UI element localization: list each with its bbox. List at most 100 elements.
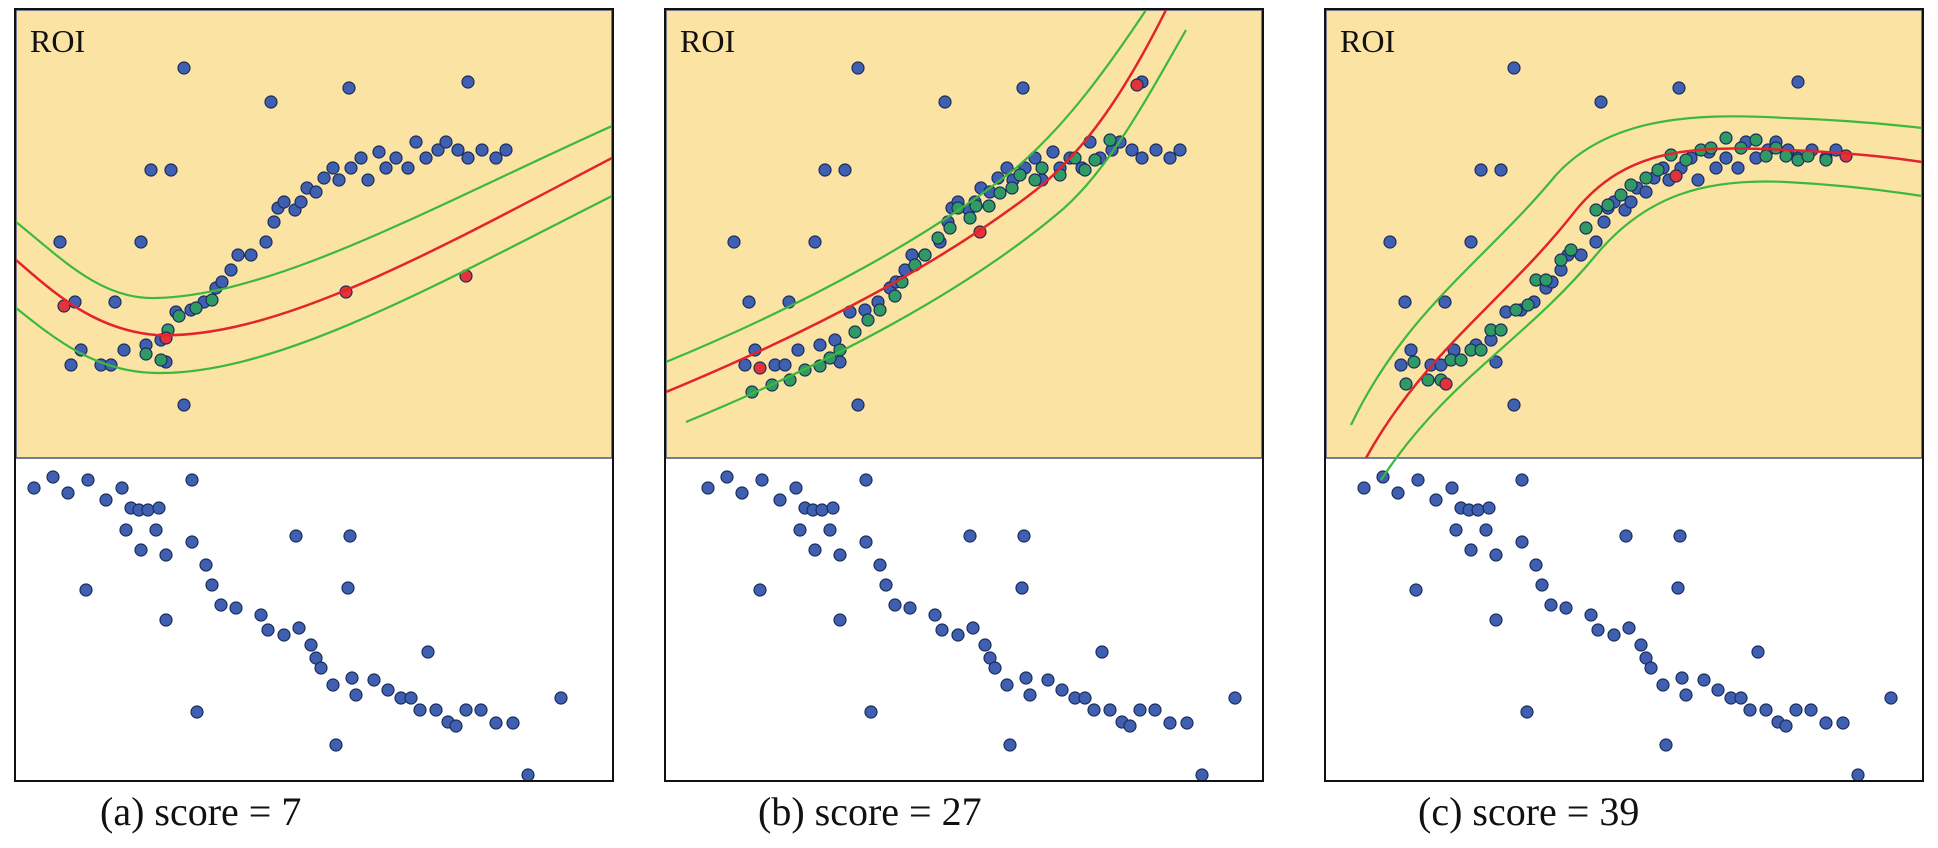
data-point (354, 151, 368, 165)
data-point (1479, 523, 1493, 537)
inlier-point (848, 325, 862, 339)
data-point (815, 503, 829, 517)
inlier-point (1749, 133, 1763, 147)
data-point (449, 719, 463, 733)
inlier-point (1614, 188, 1628, 202)
data-point (134, 543, 148, 557)
data-point (344, 161, 358, 175)
data-point (1095, 645, 1109, 659)
data-point (431, 143, 445, 157)
data-point (818, 163, 832, 177)
inlier-point (1028, 173, 1042, 187)
inlier-point (873, 303, 887, 317)
inlier-point (1719, 131, 1733, 145)
panel-a: ROI (14, 8, 614, 782)
data-point (289, 529, 303, 543)
data-point (1884, 691, 1898, 705)
sample-point (159, 331, 173, 345)
data-point (108, 295, 122, 309)
inlier-point (1554, 253, 1568, 267)
inlier-point (1624, 178, 1638, 192)
data-point (314, 661, 328, 675)
data-point (1851, 768, 1865, 780)
inlier-point (1601, 198, 1615, 212)
data-point (1180, 716, 1194, 730)
inlier-point (1053, 168, 1067, 182)
data-point (838, 163, 852, 177)
data-point (1464, 543, 1478, 557)
data-point (773, 493, 787, 507)
inlier-point (1651, 163, 1665, 177)
data-point (1673, 529, 1687, 543)
data-point (928, 608, 942, 622)
data-point (1804, 703, 1818, 717)
data-point (1429, 493, 1443, 507)
data-point (1438, 295, 1452, 309)
inlier-point (189, 301, 203, 315)
data-point (1591, 623, 1605, 637)
inlier-point (969, 199, 983, 213)
data-point (409, 135, 423, 149)
lower-threshold-curve (685, 29, 1187, 424)
data-point (1135, 151, 1149, 165)
data-point (1017, 529, 1031, 543)
data-point (1357, 481, 1371, 495)
data-point (1709, 161, 1723, 175)
data-point (823, 523, 837, 537)
data-point (1391, 486, 1405, 500)
data-point (152, 501, 166, 515)
data-point (1023, 688, 1037, 702)
data-point (851, 61, 865, 75)
inlier-point (1005, 181, 1019, 195)
data-point (317, 171, 331, 185)
data-point (1103, 703, 1117, 717)
data-point (99, 493, 113, 507)
caption-a: (a) score = 7 (100, 789, 302, 834)
data-point (701, 481, 715, 495)
data-point (1789, 703, 1803, 717)
data-point (1734, 691, 1748, 705)
data-point (185, 473, 199, 487)
data-point (159, 548, 173, 562)
data-point (1759, 703, 1773, 717)
data-point (879, 578, 893, 592)
data-point (367, 673, 381, 687)
data-point (1409, 583, 1423, 597)
data-point (144, 163, 158, 177)
data-point (521, 768, 535, 780)
data-point (413, 703, 427, 717)
fit-lines (666, 10, 1187, 424)
data-point (185, 535, 199, 549)
data-point (341, 581, 355, 595)
data-point (277, 195, 291, 209)
data-point (451, 143, 465, 157)
data-point (190, 705, 204, 719)
data-point (1679, 688, 1693, 702)
data-point (474, 703, 488, 717)
roi-region (666, 10, 1262, 459)
data-point (294, 195, 308, 209)
fit-curve (666, 10, 1168, 394)
data-point (1691, 173, 1705, 187)
data-point (1404, 343, 1418, 357)
data-point (1619, 529, 1633, 543)
inlier-point (1589, 203, 1603, 217)
data-point (851, 398, 865, 412)
data-point (1529, 558, 1543, 572)
data-point (1791, 75, 1805, 89)
data-point (53, 235, 67, 249)
data-point (381, 683, 395, 697)
inlier-point (951, 201, 965, 215)
data-point (826, 501, 840, 515)
data-point (1719, 151, 1733, 165)
inlier-point (1454, 353, 1468, 367)
data-point (978, 638, 992, 652)
data-point (292, 621, 306, 635)
data-point (244, 248, 258, 262)
data-point (1016, 81, 1030, 95)
inlier-point (861, 313, 875, 327)
upper-threshold-curve (1350, 115, 1922, 426)
data-point (46, 470, 60, 484)
data-point (489, 151, 503, 165)
inlier-point (1035, 161, 1049, 175)
